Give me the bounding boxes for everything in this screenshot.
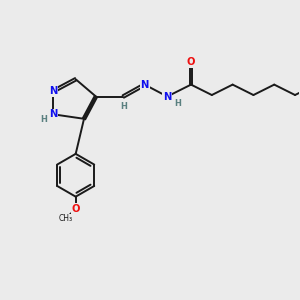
Text: N: N [49,86,58,96]
Text: N: N [49,109,58,119]
Text: N: N [163,92,171,101]
Text: N: N [140,80,149,90]
Text: O: O [187,57,195,67]
Text: H: H [120,101,127,110]
Text: CH₃: CH₃ [58,214,72,223]
Text: H: H [40,115,47,124]
Text: O: O [71,204,80,214]
Text: H: H [174,98,181,107]
